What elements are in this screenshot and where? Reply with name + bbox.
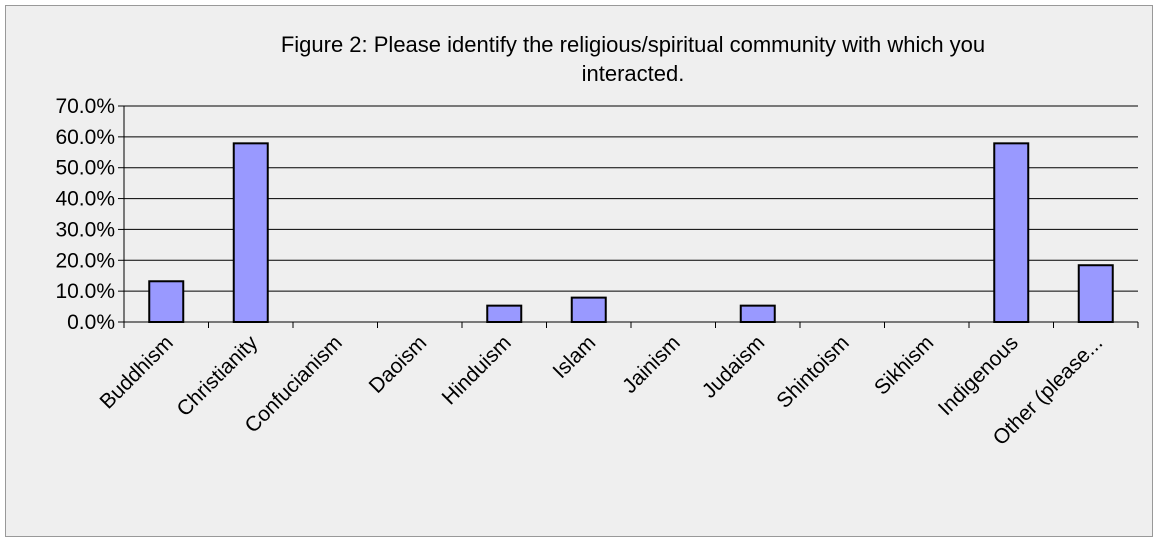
bar-christianity: [232, 142, 269, 323]
bar-islam: [570, 296, 607, 324]
chart-frame: [5, 5, 1153, 537]
y-tick-label: 60.0%: [55, 126, 115, 149]
y-tick-label: 50.0%: [55, 157, 115, 180]
category-label: Hinduism: [438, 331, 516, 409]
y-tick-label: 0.0%: [67, 311, 115, 334]
y-tick-label: 20.0%: [55, 249, 115, 272]
category-label: Shintoism: [772, 331, 853, 412]
bar-hinduism: [486, 304, 523, 324]
bar-other-please: [1077, 264, 1114, 324]
y-axis: 0.0% 10.0% 20.0% 30.0% 40.0% 50.0% 60.0% 70.0%: [55, 95, 125, 334]
bar-indigenous: [993, 142, 1030, 323]
chart-title: Figure 2: Please identify the religious/…: [281, 32, 985, 86]
bars: [148, 142, 1114, 324]
gridlines: [124, 105, 1138, 292]
y-tick-label: 10.0%: [55, 280, 115, 303]
category-label: Christianity: [173, 331, 263, 421]
chart-title-line-1: Figure 2: Please identify the religious/…: [281, 32, 985, 57]
bar-judaism: [739, 304, 776, 324]
category-label: Islam: [549, 331, 601, 383]
category-label: Daoism: [365, 331, 432, 398]
y-tick-label: 40.0%: [55, 188, 115, 211]
category-label: Buddhism: [95, 331, 177, 413]
chart-title-line-2: interacted.: [582, 61, 685, 86]
category-label: Judaism: [698, 331, 770, 403]
y-tick-label: 30.0%: [55, 218, 115, 241]
bar-buddhism: [148, 280, 185, 324]
y-tick-label: 70.0%: [55, 95, 115, 118]
category-label: Sikhism: [870, 331, 938, 399]
category-label: Jainism: [618, 331, 685, 398]
category-label: Indigenous: [934, 331, 1023, 420]
